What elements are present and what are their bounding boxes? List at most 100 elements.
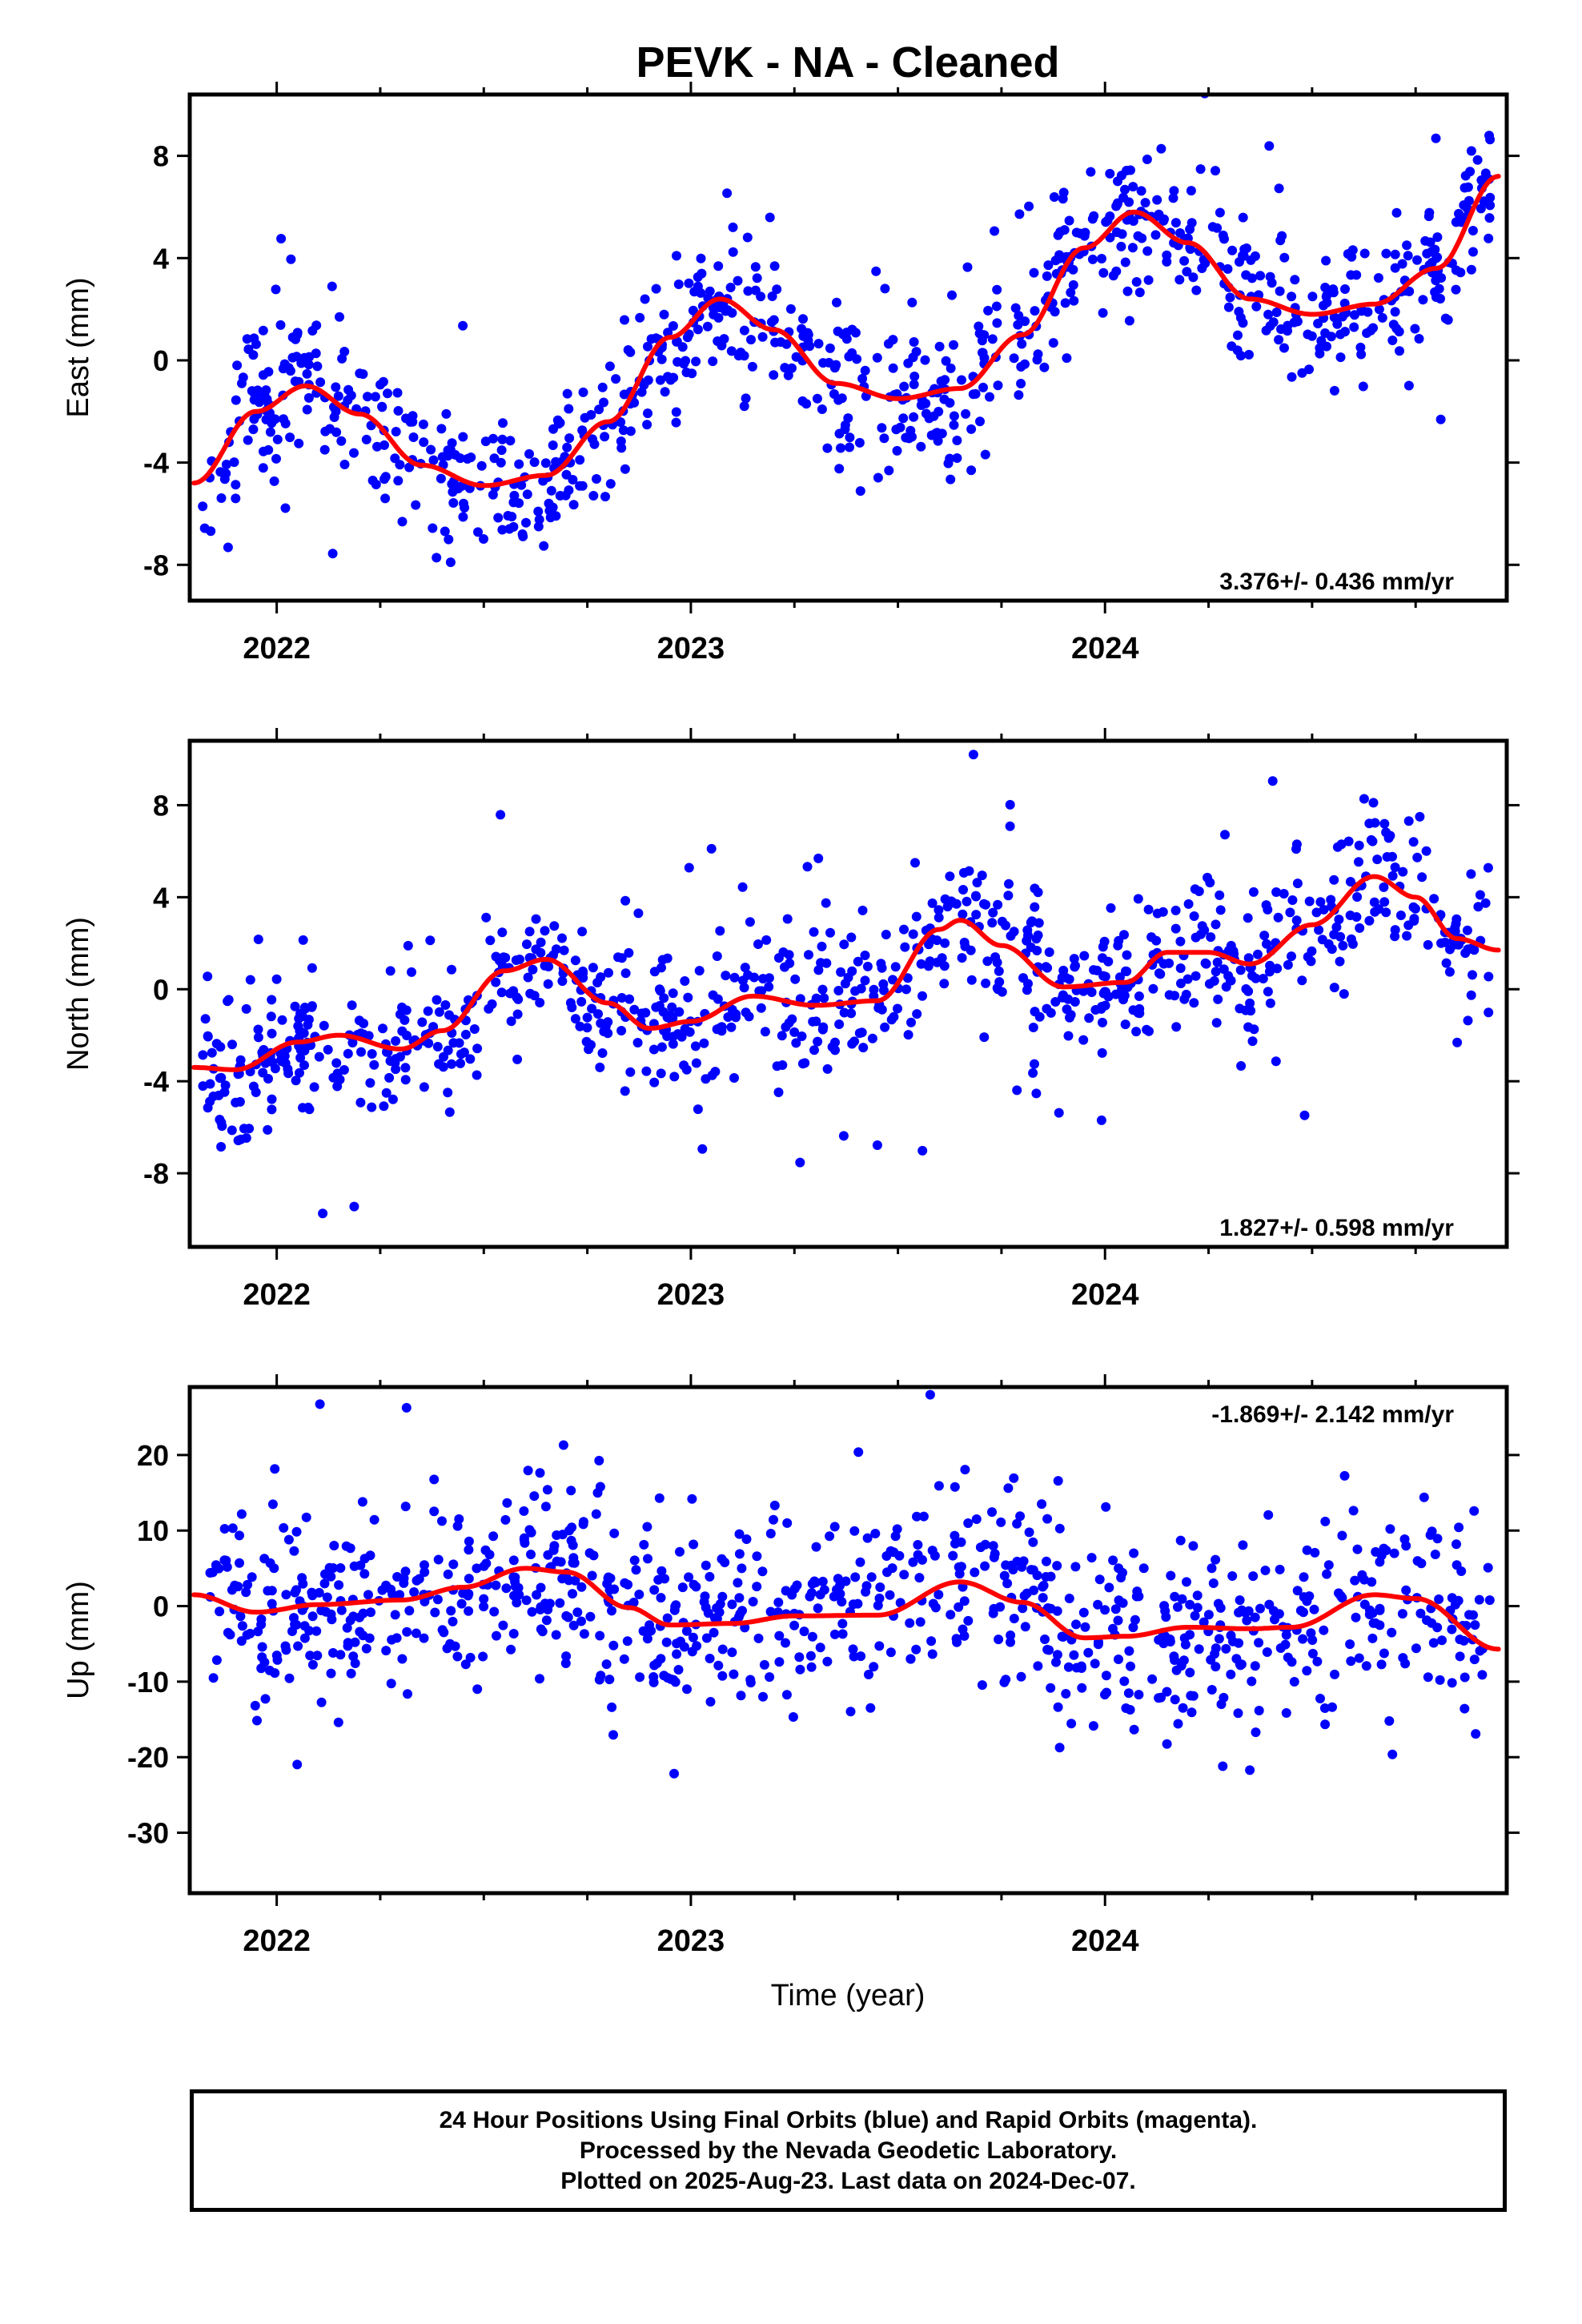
data-point bbox=[769, 261, 780, 271]
data-point bbox=[890, 1531, 901, 1542]
data-point bbox=[1280, 1639, 1291, 1650]
data-point bbox=[665, 1010, 676, 1020]
data-point bbox=[476, 460, 487, 471]
data-point bbox=[1014, 311, 1024, 321]
data-point bbox=[939, 394, 950, 404]
data-point bbox=[358, 1608, 368, 1618]
data-point bbox=[840, 424, 850, 434]
data-point bbox=[425, 935, 436, 946]
data-point bbox=[874, 1641, 885, 1651]
data-point bbox=[1024, 1527, 1034, 1538]
data-point bbox=[982, 956, 993, 967]
data-point bbox=[1175, 963, 1186, 973]
data-point bbox=[1379, 818, 1390, 829]
data-point bbox=[568, 1589, 577, 1599]
data-point bbox=[674, 1007, 685, 1017]
data-point bbox=[1028, 1565, 1038, 1575]
data-point bbox=[303, 360, 314, 370]
data-point bbox=[1241, 270, 1251, 280]
data-point bbox=[1221, 1643, 1231, 1654]
data-point bbox=[298, 935, 308, 945]
data-point bbox=[911, 1644, 921, 1655]
data-point bbox=[1387, 851, 1397, 862]
data-point bbox=[854, 437, 865, 448]
data-point bbox=[400, 1075, 411, 1085]
data-point bbox=[291, 1526, 302, 1537]
data-point bbox=[1464, 195, 1474, 206]
data-point bbox=[1096, 1115, 1106, 1125]
data-point bbox=[604, 361, 615, 372]
data-point bbox=[765, 1606, 776, 1617]
data-point bbox=[548, 424, 558, 434]
data-point bbox=[1398, 1653, 1408, 1663]
data-point bbox=[1061, 1689, 1071, 1699]
data-point bbox=[304, 352, 315, 362]
data-point bbox=[336, 436, 347, 446]
data-point bbox=[271, 453, 281, 464]
data-point bbox=[709, 1627, 719, 1638]
data-point bbox=[542, 1485, 552, 1495]
data-point bbox=[909, 337, 919, 347]
data-point bbox=[1346, 1656, 1356, 1667]
data-point bbox=[950, 1482, 960, 1492]
data-point bbox=[1376, 1659, 1387, 1670]
data-point bbox=[1033, 349, 1043, 360]
data-point bbox=[1069, 296, 1079, 306]
data-point bbox=[849, 1526, 860, 1536]
data-point bbox=[1024, 201, 1034, 211]
data-point bbox=[480, 436, 491, 447]
data-point bbox=[1020, 1622, 1030, 1632]
data-point bbox=[1263, 309, 1274, 320]
data-point bbox=[1375, 1557, 1385, 1567]
data-point bbox=[941, 356, 951, 366]
data-point bbox=[706, 843, 717, 854]
data-point bbox=[789, 1583, 800, 1594]
data-point bbox=[1130, 1614, 1140, 1625]
data-point bbox=[235, 1096, 245, 1107]
y-tick-label: 10 bbox=[137, 1514, 169, 1547]
data-point bbox=[620, 968, 631, 979]
data-point bbox=[1466, 943, 1476, 954]
data-point bbox=[1468, 1610, 1478, 1620]
data-point bbox=[1122, 950, 1132, 960]
data-point bbox=[1197, 263, 1207, 273]
data-point bbox=[333, 1717, 343, 1727]
data-point bbox=[1299, 1607, 1308, 1618]
data-point bbox=[604, 967, 613, 978]
data-point bbox=[235, 1611, 246, 1622]
data-point bbox=[833, 395, 844, 405]
data-point bbox=[1041, 962, 1051, 972]
data-point bbox=[1087, 254, 1098, 264]
data-point bbox=[966, 465, 977, 476]
data-point bbox=[299, 1621, 310, 1631]
data-point bbox=[809, 1045, 819, 1055]
data-point bbox=[1389, 1548, 1399, 1558]
data-point bbox=[1171, 1022, 1182, 1032]
data-point bbox=[829, 1629, 840, 1639]
data-point bbox=[1363, 307, 1373, 317]
data-point bbox=[865, 1703, 876, 1713]
data-point bbox=[535, 1674, 544, 1684]
data-point bbox=[1320, 1516, 1331, 1526]
data-point bbox=[546, 485, 556, 496]
data-point bbox=[765, 212, 775, 223]
data-point bbox=[1114, 935, 1124, 946]
data-point bbox=[856, 1651, 866, 1662]
data-point bbox=[829, 1522, 840, 1532]
data-point bbox=[568, 1620, 579, 1630]
data-point bbox=[595, 1630, 605, 1641]
data-point bbox=[1265, 960, 1275, 971]
data-point bbox=[337, 353, 347, 364]
data-point bbox=[400, 1063, 411, 1073]
data-point bbox=[493, 513, 504, 523]
data-point bbox=[872, 352, 882, 363]
data-point bbox=[1098, 308, 1108, 318]
data-point bbox=[712, 951, 722, 961]
data-point bbox=[928, 1598, 938, 1609]
data-point bbox=[323, 1044, 333, 1055]
data-point bbox=[879, 985, 889, 995]
data-point bbox=[420, 1567, 430, 1578]
data-point bbox=[1484, 1007, 1494, 1018]
data-point bbox=[231, 480, 241, 490]
data-point bbox=[588, 963, 598, 973]
